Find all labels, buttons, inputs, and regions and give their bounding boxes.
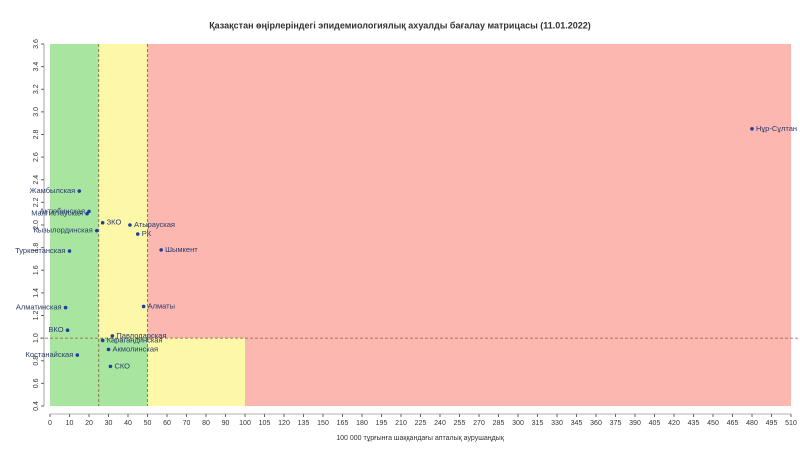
x-tick-label: 20 (85, 420, 93, 427)
y-tick-label: 1.8 (33, 243, 40, 253)
x-tick-label: 345 (571, 420, 583, 427)
point (128, 223, 132, 227)
point (110, 334, 115, 338)
y-tick-label: 1.6 (33, 265, 40, 275)
x-tick-label: 240 (434, 420, 446, 427)
x-tick-label: 270 (473, 420, 485, 427)
y-tick-label: 1.0 (33, 333, 40, 343)
point-label: Кызылординская (33, 226, 92, 235)
point-label: Шымкент (165, 245, 198, 254)
x-tick-label: 330 (551, 420, 563, 427)
point-label: Мангистауская (31, 209, 83, 218)
x-tick-label: 0 (48, 420, 52, 427)
x-tick-label: 285 (493, 420, 505, 427)
x-tick-label: 480 (746, 420, 758, 427)
y-tick-label: 0.4 (33, 401, 40, 411)
point-label: ЗКО (107, 218, 122, 227)
x-axis-label: 100 000 тұрғынға шаққандағы апталық ауру… (336, 435, 504, 442)
y-tick-label: 2.0 (33, 220, 40, 230)
x-tick-label: 10 (66, 420, 74, 427)
x-tick-label: 390 (629, 420, 641, 427)
point (100, 338, 105, 343)
zone (245, 338, 791, 406)
point (95, 228, 99, 233)
y-tick-label: 3.2 (33, 84, 40, 94)
y-tick-label: 3.6 (33, 39, 40, 49)
point (75, 353, 80, 357)
x-tick-label: 60 (163, 420, 171, 427)
point-label: Нұр-Сұлтан (756, 124, 797, 133)
y-tick-label: 1.2 (33, 311, 40, 321)
x-tick-label: 225 (415, 420, 427, 427)
x-tick-label: 180 (356, 420, 368, 427)
point-label: Актюбинская (40, 206, 85, 215)
point-label: Карагандинская (107, 335, 163, 344)
x-tick-label: 120 (278, 420, 290, 427)
x-tick-label: 405 (649, 420, 661, 427)
x-tick-label: 315 (532, 420, 544, 427)
point-label: Жамбылская (30, 186, 76, 195)
x-tick-label: 40 (124, 420, 132, 427)
x-tick-label: 360 (590, 420, 602, 427)
point-label: Алматы (148, 301, 175, 310)
x-tick-label: 135 (298, 420, 310, 427)
zone (50, 44, 99, 339)
point-label: Костанайская (26, 350, 74, 359)
y-tick-label: 2.4 (33, 175, 40, 185)
y-tick-label: 1.4 (33, 288, 40, 298)
x-tick-label: 495 (766, 420, 778, 427)
x-tick-label: 30 (105, 420, 113, 427)
y-tick-label: 0.8 (33, 356, 40, 366)
x-tick-label: 450 (707, 420, 719, 427)
x-tick-label: 210 (395, 420, 407, 427)
x-tick-label: 510 (785, 420, 797, 427)
x-tick-label: 100 (239, 420, 251, 427)
x-tick-label: 105 (259, 420, 271, 427)
point (65, 328, 70, 333)
point-label: Павлодарская (116, 331, 166, 340)
x-tick-label: 90 (222, 420, 230, 427)
x-tick-label: 420 (668, 420, 680, 427)
point (63, 305, 68, 310)
x-tick-label: 165 (337, 420, 349, 427)
x-tick-label: 465 (727, 420, 739, 427)
x-tick-label: 150 (317, 420, 329, 427)
x-tick-label: 300 (512, 420, 524, 427)
point (750, 127, 754, 131)
x-tick-label: 435 (688, 420, 700, 427)
x-tick-label: 375 (610, 420, 622, 427)
zone (147, 44, 791, 339)
point (67, 249, 72, 253)
point-label: РК (142, 229, 152, 238)
y-tick-label: 2.2 (33, 197, 40, 207)
point-label: Атырауская (134, 220, 175, 229)
zone (98, 44, 148, 339)
x-tick-label: 70 (183, 420, 191, 427)
point (100, 220, 105, 225)
zone (147, 338, 245, 406)
chart-title: Қазақстан өңірлеріндегі эпидемиологиялық… (209, 20, 591, 30)
x-tick-label: 50 (144, 420, 152, 427)
point-label: ВКО (48, 325, 63, 334)
point (85, 211, 89, 216)
point-label: Туркестанская (15, 246, 65, 255)
y-tick-label: 3.4 (33, 62, 40, 72)
y-tick-label: 2.6 (33, 152, 40, 162)
y-tick-label: 3.0 (33, 107, 40, 117)
x-tick-label: 255 (454, 420, 466, 427)
point (141, 304, 146, 309)
x-tick-label: 195 (376, 420, 388, 427)
point-label: Алматинская (16, 303, 62, 312)
x-tick-label: 80 (202, 420, 210, 427)
point (106, 347, 111, 352)
point-label: СКО (114, 361, 130, 370)
point (135, 232, 140, 236)
y-tick-label: 0.6 (33, 378, 40, 388)
point-label: Акмолинская (113, 344, 159, 353)
point (108, 364, 113, 369)
point (159, 248, 163, 252)
y-tick-label: 2.8 (33, 130, 40, 140)
point (77, 189, 82, 193)
